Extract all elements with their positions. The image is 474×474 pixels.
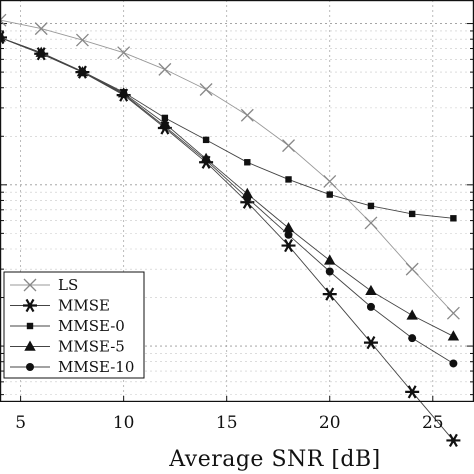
data-point [244,159,251,166]
data-point [324,254,336,265]
data-point [281,238,296,253]
legend-item: MMSE-0 [10,317,125,335]
legend-item: LS [10,276,78,294]
legend-marker [23,298,37,313]
data-point [284,230,293,239]
data-point [240,108,254,122]
data-point [37,49,46,58]
data-point [446,306,460,320]
data-point [282,139,295,153]
legend-label: LS [58,276,78,294]
legend-label: MMSE-10 [58,358,134,376]
series-line [0,37,454,219]
data-point [325,267,334,276]
x-tick-label: 10 [113,413,135,433]
x-tick-label: 20 [319,413,341,433]
data-point [282,221,295,233]
legend-marker [23,278,37,292]
data-point [160,122,169,131]
x-ticks: 5 10 15 20 25 [15,396,444,433]
legend-marker [26,322,34,330]
legend-label: MMSE-5 [58,338,125,356]
data-point [405,385,420,399]
series-line [0,19,454,314]
data-point [326,191,333,198]
data-point [158,62,172,76]
x-tick-label: 5 [15,413,26,433]
data-point [406,309,418,320]
data-point [364,216,378,230]
data-point [446,433,461,448]
data-point [199,83,213,96]
legend-marker [26,363,34,371]
data-point [363,336,378,350]
series-ls [0,13,460,320]
data-point [366,302,375,311]
data-point [117,46,131,60]
data-point [408,210,416,218]
data-point [408,334,417,343]
legend: LS MMSE MMSE-0 MMSE-5 MMSE-10 [3,271,145,379]
data-point [450,215,457,222]
x-axis-label: Average SNR [dB] [168,447,380,472]
series-line [0,37,454,364]
data-point [202,156,211,165]
data-point [202,136,210,144]
plot-frame [0,0,474,402]
series-mmse [0,30,461,448]
data-point [78,68,87,77]
data-point [119,90,128,99]
legend-item: MMSE-5 [10,338,125,356]
data-point [322,287,337,301]
x-tick-label: 15 [216,413,238,433]
data-point [365,284,377,296]
data-point [34,22,48,36]
data-point [449,359,458,368]
legend-label: MMSE [58,297,110,315]
data-point [243,193,252,202]
data-point [367,202,375,210]
data-point [447,330,460,341]
data-point [285,176,292,183]
data-point [75,33,89,47]
legend-item: MMSE-10 [10,358,134,376]
data-point [405,262,419,276]
data-point [0,13,7,27]
legend-marker [24,340,36,351]
legend-label: MMSE-0 [58,317,125,335]
series-mmse-0 [0,34,457,222]
legend-item: MMSE [10,297,110,315]
data-point [323,174,337,188]
x-tick-label: 25 [422,413,444,433]
